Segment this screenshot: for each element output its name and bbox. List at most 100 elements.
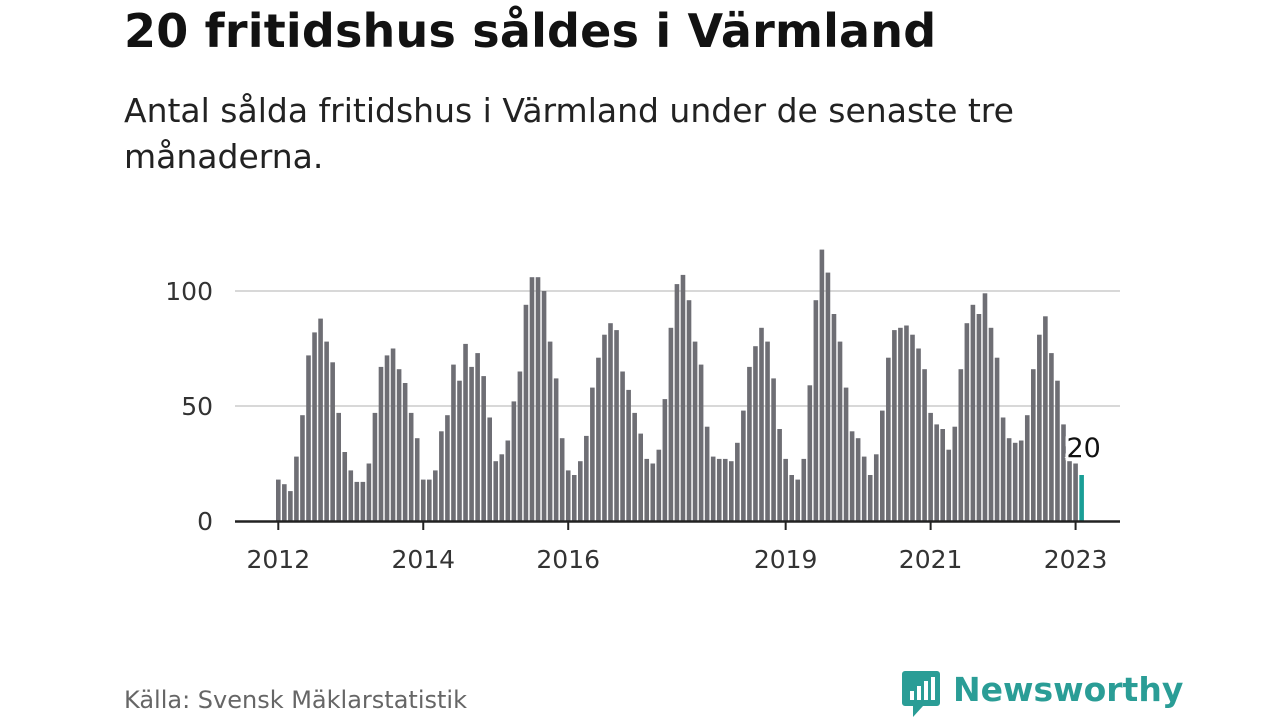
bar-chart: 0 50 100 2012 2014 2016 2019 2021 2023 20 <box>165 249 1120 574</box>
bar <box>384 355 390 521</box>
bar <box>402 383 408 521</box>
bar <box>729 461 734 521</box>
bar <box>759 327 764 521</box>
bar <box>747 366 752 521</box>
bar <box>994 357 1000 521</box>
bar <box>457 380 462 521</box>
y-tick-label: 0 <box>197 507 213 536</box>
bar <box>976 314 982 521</box>
bar <box>360 481 366 521</box>
bar <box>843 387 849 521</box>
bar <box>529 277 535 521</box>
bar <box>427 479 432 521</box>
bar <box>312 332 317 521</box>
bar <box>940 429 945 521</box>
bar <box>366 463 372 521</box>
bar <box>735 442 740 521</box>
bar <box>1018 440 1024 521</box>
bar <box>722 458 728 521</box>
bar <box>716 458 722 521</box>
y-tick-label: 50 <box>181 392 213 421</box>
bar <box>354 481 360 521</box>
bar <box>614 330 619 521</box>
bar <box>867 475 873 521</box>
bar <box>861 456 867 521</box>
bar <box>698 364 704 521</box>
bar <box>686 300 692 521</box>
bar <box>463 343 468 521</box>
bar <box>469 366 474 521</box>
bars <box>276 249 1084 521</box>
bar <box>710 456 716 521</box>
bar <box>886 357 891 521</box>
bar <box>880 410 885 521</box>
bar <box>837 341 843 521</box>
bar <box>777 429 782 521</box>
bar <box>704 426 710 521</box>
bar <box>934 424 939 521</box>
bar <box>1006 438 1012 521</box>
bar <box>288 491 293 521</box>
bar <box>1055 380 1060 521</box>
bar <box>481 376 486 521</box>
bar <box>741 410 746 521</box>
bar <box>1049 353 1054 521</box>
bar <box>420 479 426 521</box>
bar <box>892 330 897 521</box>
bar <box>408 412 414 521</box>
x-tick-label: 2016 <box>536 545 600 574</box>
bar <box>1067 461 1072 521</box>
bar <box>1061 424 1066 521</box>
bar <box>946 449 952 521</box>
bar <box>1000 417 1006 521</box>
bar <box>620 371 625 521</box>
bar <box>922 369 927 521</box>
bar <box>330 362 335 521</box>
bar <box>324 341 329 521</box>
x-tick-label: 2019 <box>754 545 818 574</box>
bar <box>499 454 505 521</box>
bar <box>638 433 643 521</box>
brand-logo: Newsworthy <box>901 669 1183 719</box>
bar <box>590 387 595 521</box>
bar <box>1024 415 1030 521</box>
bar <box>656 449 662 521</box>
bar <box>396 369 402 521</box>
x-tick-label: 2021 <box>899 545 963 574</box>
bar <box>982 293 988 521</box>
bar <box>789 475 794 521</box>
x-tick-label: 2023 <box>1044 545 1108 574</box>
bar <box>282 484 287 521</box>
y-axis-tick-labels: 0 50 100 <box>165 277 213 536</box>
bar <box>578 461 583 521</box>
x-axis-ticks: 2012 2014 2016 2019 2021 2023 <box>246 521 1107 574</box>
bar <box>952 426 958 521</box>
bar <box>916 348 921 521</box>
bar <box>988 327 994 521</box>
bar <box>439 431 444 521</box>
chart-subtitle: Antal sålda fritidshus i Värmland under … <box>124 91 1014 176</box>
bar <box>1073 463 1078 521</box>
bar <box>475 353 480 521</box>
bar <box>765 341 770 521</box>
y-tick-label: 100 <box>165 277 213 306</box>
bar <box>565 470 571 521</box>
bar <box>372 412 378 521</box>
bar <box>318 318 323 521</box>
bar <box>1043 316 1048 521</box>
bar <box>390 348 396 521</box>
bar <box>511 401 517 521</box>
bar <box>493 461 499 521</box>
bar <box>445 415 450 521</box>
bar <box>378 366 384 521</box>
x-tick-label: 2012 <box>246 545 310 574</box>
bar <box>1031 369 1036 521</box>
bar <box>596 357 601 521</box>
x-tick-label: 2014 <box>391 545 455 574</box>
bar <box>644 458 650 521</box>
last-value-label: 20 <box>1066 433 1100 464</box>
bar <box>451 364 456 521</box>
annotation-layer: 20 <box>1063 430 1103 467</box>
bar <box>414 438 420 521</box>
bar <box>928 412 933 521</box>
